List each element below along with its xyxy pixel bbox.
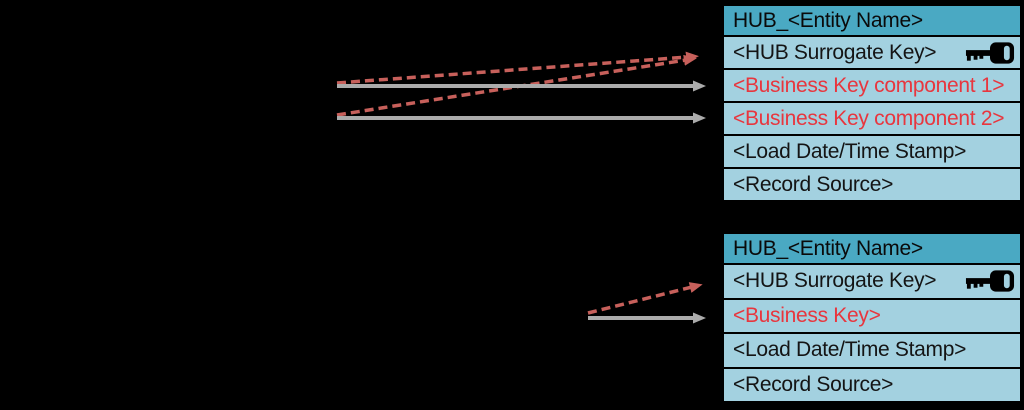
- arrow-dashed-top-2: [336, 54, 697, 117]
- hub-table-single: HUB_<Entity Name> <HUB Surrogate Key> <B…: [722, 232, 1022, 403]
- table-header: HUB_<Entity Name>: [724, 234, 1020, 265]
- hub-table-composite: HUB_<Entity Name> <HUB Surrogate Key> <B…: [722, 4, 1022, 202]
- key-icon: [965, 41, 1015, 64]
- table-row-load-date: <Load Date/Time Stamp>: [724, 334, 1020, 369]
- table-row-surrogate-key: <HUB Surrogate Key>: [724, 37, 1020, 70]
- table-row-record-source: <Record Source>: [733, 172, 894, 196]
- row-label: <HUB Surrogate Key>: [733, 40, 937, 64]
- table-row-business-key-1: <Business Key component 1>: [724, 70, 1020, 103]
- key-icon: [965, 270, 1015, 292]
- table-row-record-source: <Record Source>: [733, 372, 894, 396]
- arrow-dashed-bottom: [587, 282, 703, 315]
- table-row-business-key: <Business Key>: [724, 300, 1020, 334]
- table-row-business-key-2: <Business Key component 2>: [724, 103, 1020, 136]
- arrow-dashed-top-1: [336, 51, 699, 85]
- table-header: HUB_<Entity Name>: [724, 6, 1020, 37]
- row-label: <HUB Surrogate Key>: [733, 269, 937, 293]
- table-row-load-date: <Load Date/Time Stamp>: [724, 136, 1020, 169]
- table-row-surrogate-key: <HUB Surrogate Key>: [724, 265, 1020, 300]
